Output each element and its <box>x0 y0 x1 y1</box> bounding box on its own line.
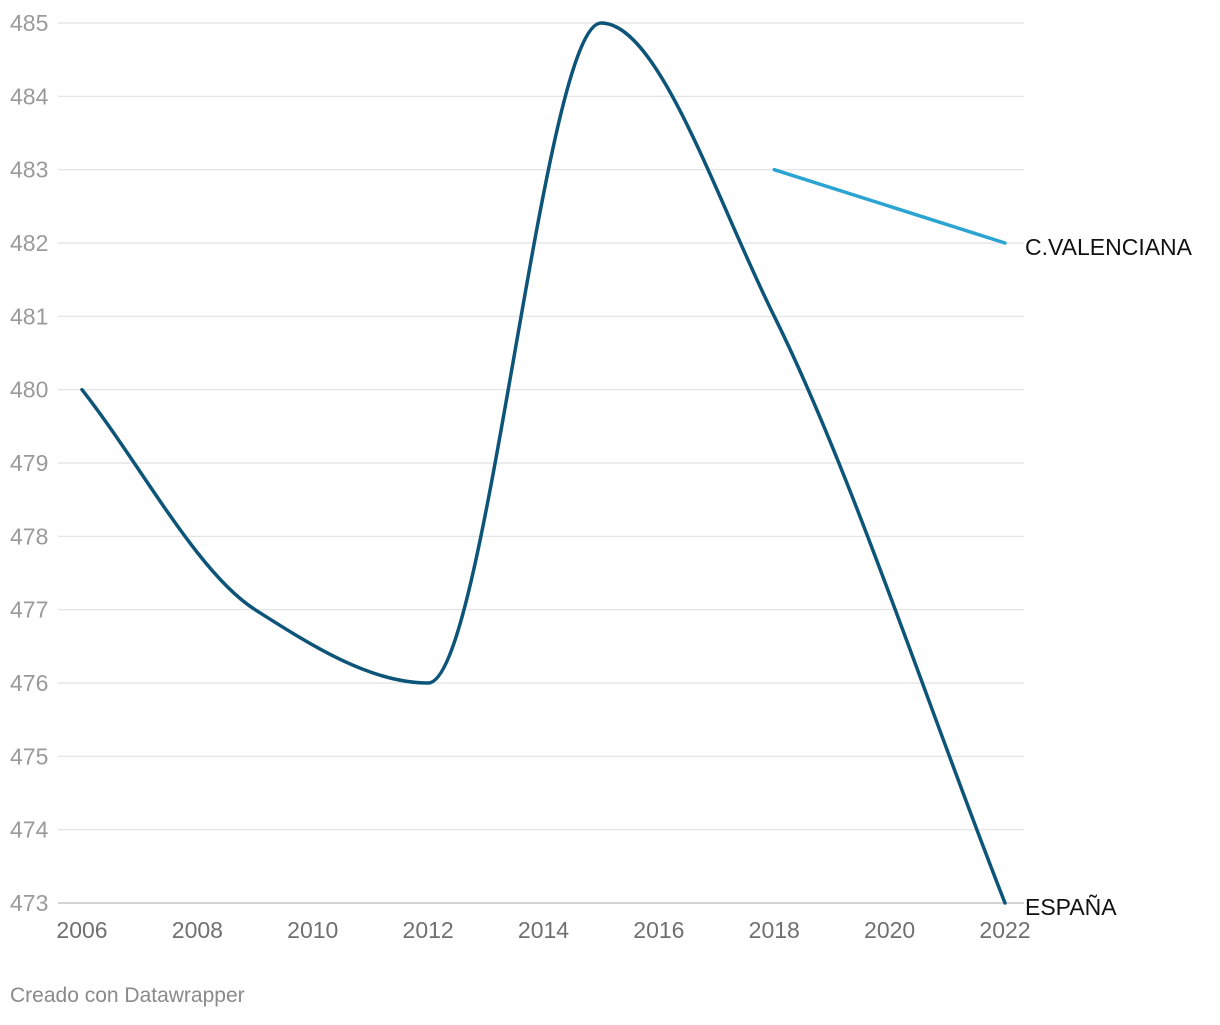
y-tick-label: 479 <box>10 450 48 476</box>
x-tick-label: 2008 <box>172 917 223 943</box>
series-line-espa-a <box>80 21 1007 905</box>
y-tick-label: 474 <box>10 817 49 843</box>
x-tick-label: 2016 <box>633 917 684 943</box>
series-layer <box>80 21 1007 905</box>
x-tick-label: 2010 <box>287 917 338 943</box>
y-tick-label: 484 <box>10 83 49 109</box>
x-tick-label: 2014 <box>518 917 569 943</box>
y-tick-label: 478 <box>10 523 48 549</box>
series-label-c-valenciana: C.VALENCIANA <box>1025 234 1193 260</box>
footer-credit: Creado con Datawrapper <box>10 984 245 1007</box>
y-tick-label: 473 <box>10 890 48 916</box>
series-line-c-valenciana <box>772 167 1007 245</box>
series-end-labels: ESPAÑA C.VALENCIANA <box>1025 234 1193 920</box>
y-tick-label: 476 <box>10 670 48 696</box>
grid-layer <box>58 22 1024 904</box>
x-tick-label: 2006 <box>56 917 107 943</box>
series-label-espa-a: ESPAÑA <box>1025 894 1117 920</box>
y-tick-label: 482 <box>10 230 48 256</box>
x-tick-label: 2018 <box>749 917 800 943</box>
y-tick-label: 477 <box>10 597 48 623</box>
x-tick-label: 2022 <box>979 917 1030 943</box>
y-axis-tick-labels: 473 474 475 476 477 478 479 480 481 482 483 484 485 <box>10 10 49 916</box>
y-tick-label: 480 <box>10 377 48 403</box>
y-tick-label: 475 <box>10 743 48 769</box>
x-tick-label: 2012 <box>403 917 454 943</box>
y-tick-label: 485 <box>10 10 48 36</box>
x-tick-label: 2020 <box>864 917 915 943</box>
y-tick-label: 481 <box>10 303 48 329</box>
x-axis-tick-labels: 2006 2008 2010 2012 2014 2016 2018 2020 2022 <box>56 917 1030 943</box>
y-tick-label: 483 <box>10 157 48 183</box>
